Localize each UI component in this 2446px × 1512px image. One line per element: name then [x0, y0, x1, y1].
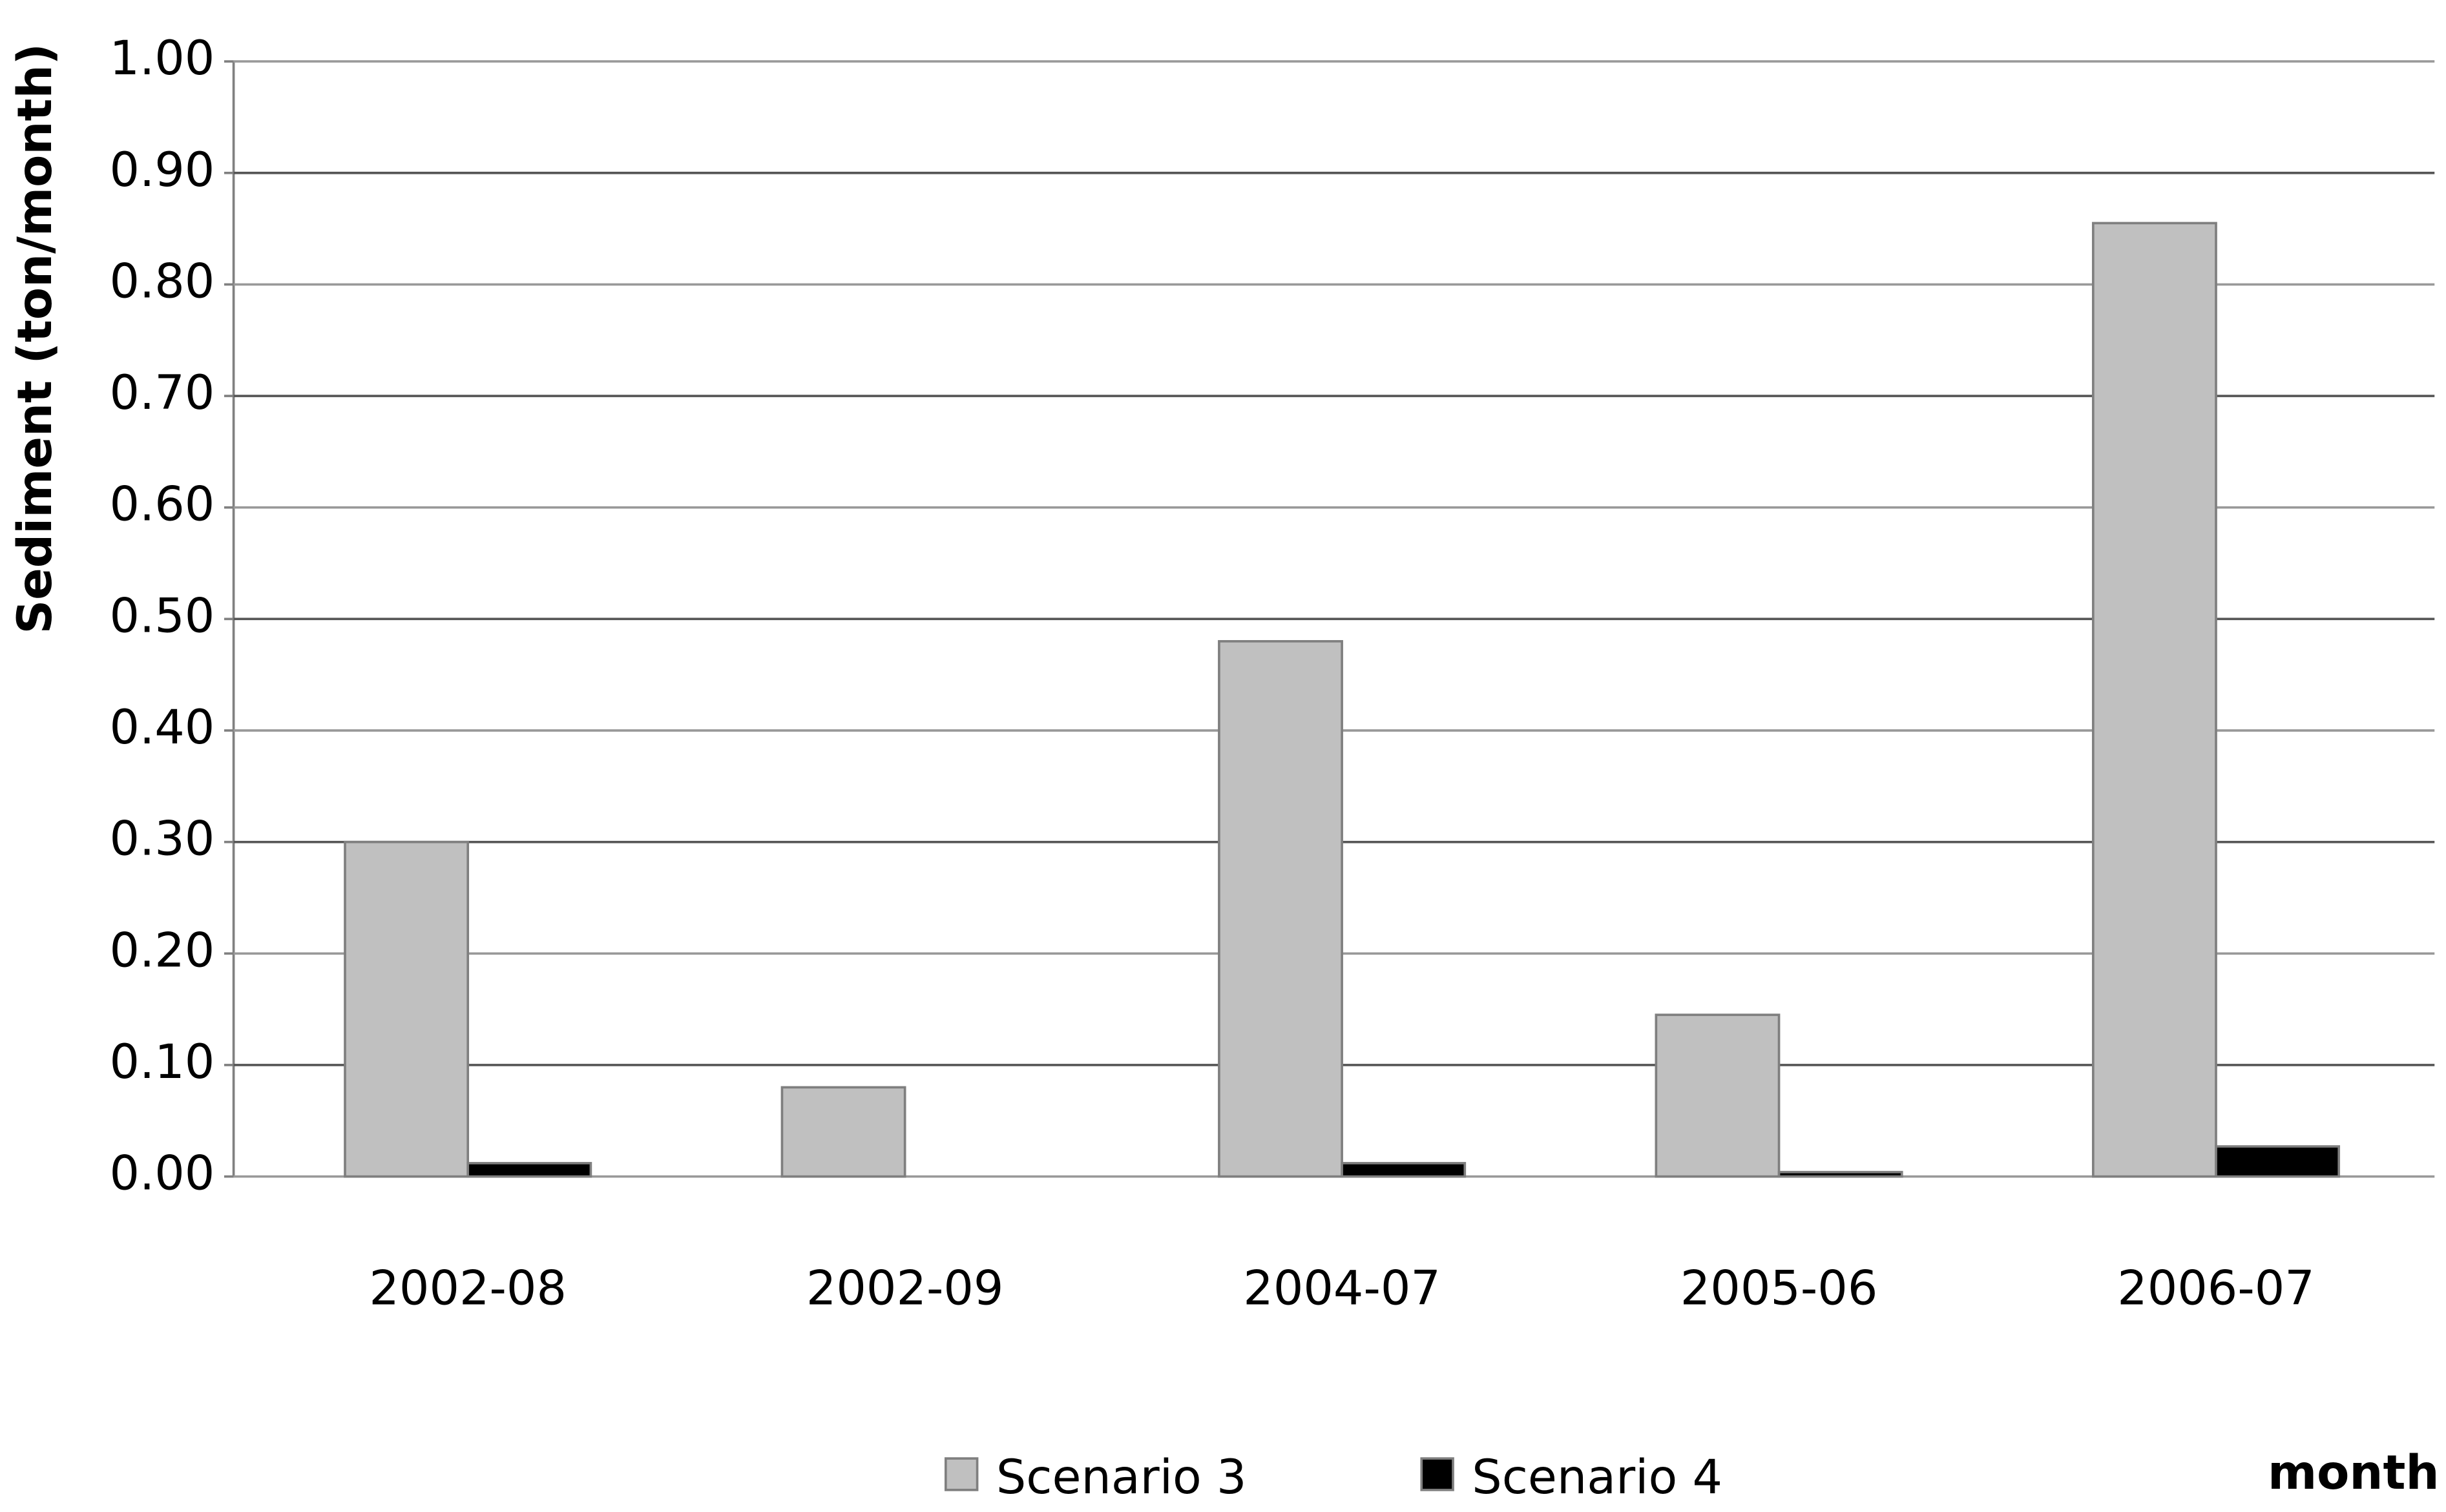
legend-swatch — [1420, 1457, 1454, 1491]
bar — [344, 840, 470, 1178]
legend-label: Scenario 3 — [996, 1450, 1247, 1505]
legend-swatch — [944, 1457, 979, 1491]
x-tick-label: 2004-07 — [1243, 1261, 1441, 1316]
y-tick-label: 0.10 — [109, 1035, 214, 1090]
x-tick-label: 2002-08 — [369, 1261, 567, 1316]
bar — [2215, 1145, 2341, 1178]
bar — [780, 1086, 906, 1178]
x-axis-title: month — [2268, 1445, 2440, 1500]
y-tick-label: 0.30 — [109, 812, 214, 867]
legend-label: Scenario 4 — [1472, 1450, 1722, 1505]
x-tick-label: 2005-06 — [1680, 1261, 1878, 1316]
bar — [1218, 640, 1343, 1178]
y-tick-label: 0.80 — [109, 254, 214, 309]
y-tick-label: 0.90 — [109, 143, 214, 198]
y-tick-label: 0.20 — [109, 923, 214, 978]
x-tick-label: 2002-09 — [806, 1261, 1004, 1316]
x-tick-label: 2006-07 — [2117, 1261, 2315, 1316]
y-tick-label: 0.50 — [109, 588, 214, 643]
y-tick-label: 0.00 — [109, 1146, 214, 1201]
bar — [1777, 1170, 1903, 1178]
y-tick-label: 0.60 — [109, 477, 214, 532]
bar — [1341, 1162, 1467, 1178]
bar — [1655, 1013, 1781, 1178]
y-tick-label: 0.70 — [109, 366, 214, 420]
bar — [2091, 222, 2217, 1178]
y-tick-label: 1.00 — [109, 31, 214, 86]
y-axis-title: Sediment (ton/month) — [8, 43, 63, 634]
bar — [466, 1162, 592, 1178]
y-tick-label: 0.40 — [109, 700, 214, 755]
